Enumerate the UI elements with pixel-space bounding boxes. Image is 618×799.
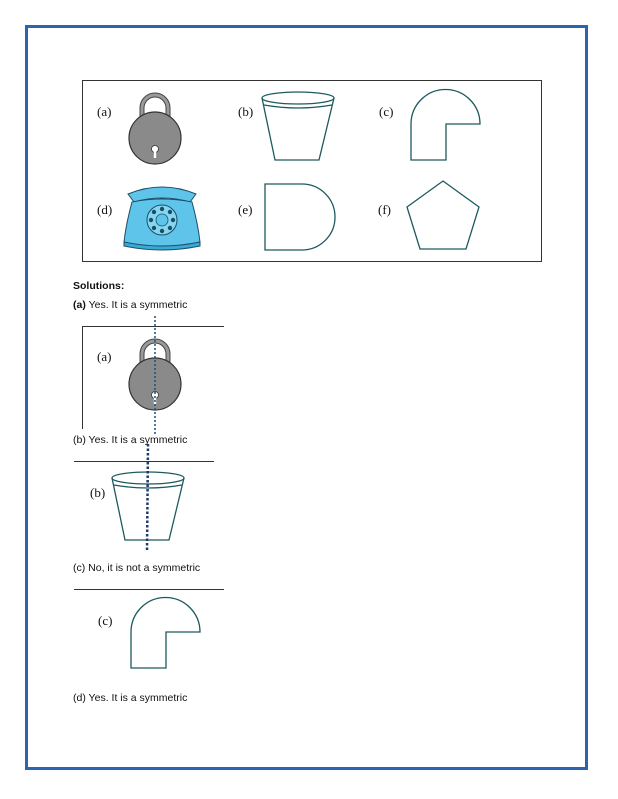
solution-d-text: (d) Yes. It is a symmetric — [73, 692, 188, 704]
page-frame — [25, 25, 588, 770]
solution-a-prefix: (a) — [73, 299, 86, 311]
hook-shape-icon — [130, 596, 201, 669]
telephone-icon — [123, 186, 201, 251]
solution-a-frame-left — [82, 326, 83, 429]
solution-c-frame-top — [74, 589, 224, 590]
solution-b-fig-label: (b) — [90, 485, 106, 500]
figure-label-c: (c) — [379, 104, 394, 119]
solution-a-fig-label: (a) — [97, 349, 112, 364]
figure-label-e: (e) — [238, 202, 253, 217]
pentagon-icon — [406, 180, 480, 250]
figure-label-a: (a) — [97, 104, 112, 119]
solution-a-frame-top — [82, 326, 224, 327]
figure-label-d: (d) — [97, 202, 113, 217]
figure-grid — [82, 80, 542, 262]
figure-label-f: (f) — [378, 202, 391, 217]
solution-c-text: (c) No, it is not a symmetric — [73, 562, 201, 574]
solution-b-frame-top — [74, 461, 214, 462]
solution-a-text: (a) Yes. It is a symmetric — [73, 299, 187, 311]
solution-c-fig-label: (c) — [98, 613, 113, 628]
solutions-heading: Solutions: — [73, 280, 125, 292]
bucket-icon — [261, 91, 335, 161]
padlock-icon — [128, 92, 182, 165]
hook-shape-icon — [410, 88, 481, 161]
figure-label-b: (b) — [238, 104, 254, 119]
symmetry-axis-b — [145, 443, 150, 553]
symmetry-axis-a — [154, 316, 156, 434]
solution-b-text: (b) Yes. It is a symmetric — [73, 434, 188, 446]
d-shape-icon — [264, 183, 336, 251]
solution-a-body: Yes. It is a symmetric — [88, 299, 188, 311]
